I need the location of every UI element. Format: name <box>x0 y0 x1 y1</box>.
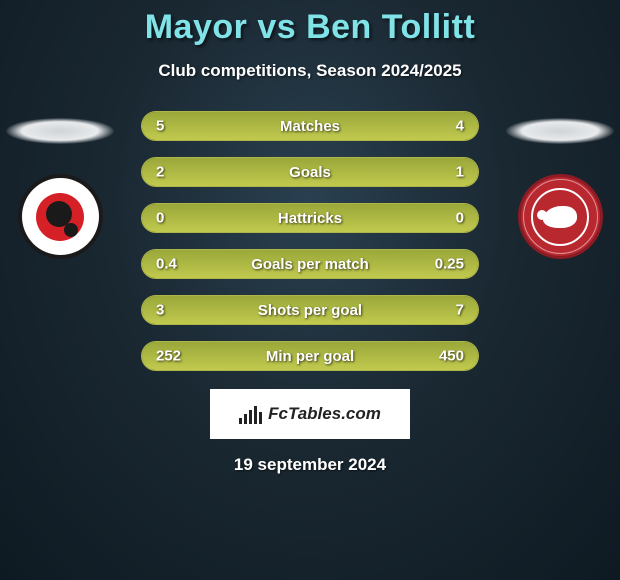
right-team-column <box>500 118 620 259</box>
stat-value-left: 0 <box>156 210 164 227</box>
comparison-card: Mayor vs Ben Tollitt Club competitions, … <box>0 0 620 580</box>
stat-value-right: 0.25 <box>435 256 464 273</box>
stat-label: Min per goal <box>266 348 354 365</box>
shrimp-icon <box>543 206 577 228</box>
stat-value-right: 4 <box>456 118 464 135</box>
stat-row: 5 Matches 4 <box>141 111 479 141</box>
brand-bar <box>254 406 257 424</box>
footer-date: 19 september 2024 <box>0 455 620 475</box>
brand-bar <box>259 412 262 424</box>
stat-row: 2 Goals 1 <box>141 157 479 187</box>
stat-value-right: 450 <box>439 348 464 365</box>
subtitle: Club competitions, Season 2024/2025 <box>0 61 620 81</box>
stat-value-left: 2 <box>156 164 164 181</box>
team-crest-left <box>18 174 103 259</box>
crest-right-inner <box>531 188 589 246</box>
stat-label: Goals per match <box>251 256 369 273</box>
brand-bar <box>244 414 247 424</box>
team-crest-right <box>518 174 603 259</box>
stat-label: Hattricks <box>278 210 342 227</box>
brand-bars-icon <box>239 404 262 424</box>
stat-value-right: 0 <box>456 210 464 227</box>
stat-row: 0 Hattricks 0 <box>141 203 479 233</box>
left-team-column <box>0 118 120 259</box>
crest-left-inner <box>36 193 84 241</box>
stat-row: 0.4 Goals per match 0.25 <box>141 249 479 279</box>
brand-bar <box>239 418 242 424</box>
stat-value-left: 0.4 <box>156 256 177 273</box>
stat-label: Goals <box>289 164 331 181</box>
stat-label: Shots per goal <box>258 302 362 319</box>
stat-value-left: 3 <box>156 302 164 319</box>
stat-value-right: 1 <box>456 164 464 181</box>
stat-fill-left <box>142 158 367 186</box>
stat-label: Matches <box>280 118 340 135</box>
stat-row: 252 Min per goal 450 <box>141 341 479 371</box>
stat-value-right: 7 <box>456 302 464 319</box>
player-silhouette-left <box>6 118 114 144</box>
stat-value-left: 5 <box>156 118 164 135</box>
stat-rows: 5 Matches 4 2 Goals 1 0 Hattricks 0 0.4 Goals per … <box>141 111 479 371</box>
player-silhouette-right <box>506 118 614 144</box>
brand-text: FcTables.com <box>268 404 381 424</box>
page-title: Mayor vs Ben Tollitt <box>0 8 620 47</box>
brand-bar <box>249 410 252 424</box>
stat-row: 3 Shots per goal 7 <box>141 295 479 325</box>
brand-badge[interactable]: FcTables.com <box>210 389 410 439</box>
stat-value-left: 252 <box>156 348 181 365</box>
